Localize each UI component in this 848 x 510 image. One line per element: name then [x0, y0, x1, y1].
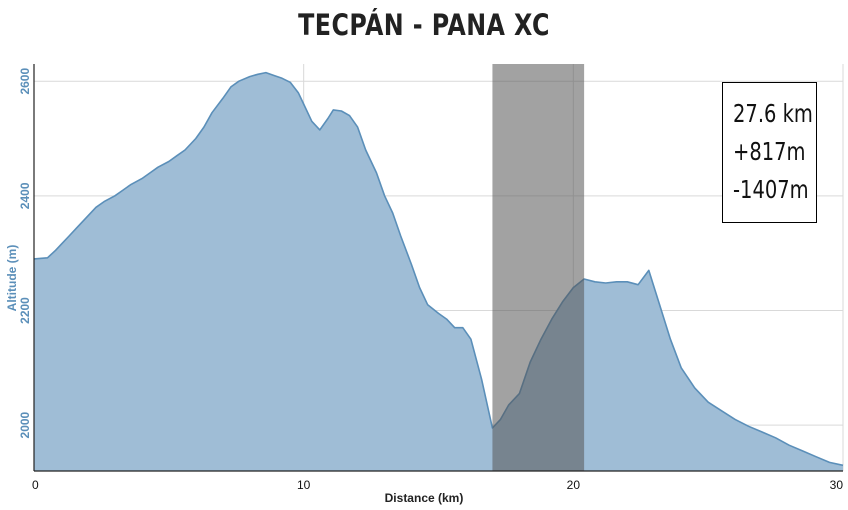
y-tick-label: 2000 [18, 411, 32, 438]
altitude-area [33, 71, 844, 471]
chart-title: TECPÁN - PANA XC [298, 8, 550, 42]
y-tick-label: 2600 [18, 68, 32, 95]
y-axis-label: Altitude (m) [5, 245, 19, 312]
stat-elevation-gain: +817m [733, 137, 806, 166]
y-tick-label: 2400 [18, 182, 32, 209]
x-tick-label: 0 [32, 478, 39, 492]
x-tick-label: 10 [297, 478, 311, 492]
y-tick-label: 2200 [18, 297, 32, 324]
axes [33, 64, 843, 472]
altitude-line [33, 71, 844, 467]
tick-labels: 0 10 20 30 2000 2200 2400 2600 [18, 68, 843, 492]
stat-distance: 27.6 km [733, 99, 813, 128]
highlight-rect [492, 64, 585, 471]
altitude-fill [34, 72, 843, 471]
stat-elevation-loss: -1407m [733, 175, 809, 204]
stats-box: 27.6 km +817m -1407m [722, 82, 817, 223]
highlight-band [492, 64, 585, 471]
x-tick-label: 30 [830, 478, 844, 492]
x-tick-label: 20 [567, 478, 581, 492]
x-axis-label: Distance (km) [385, 491, 464, 505]
